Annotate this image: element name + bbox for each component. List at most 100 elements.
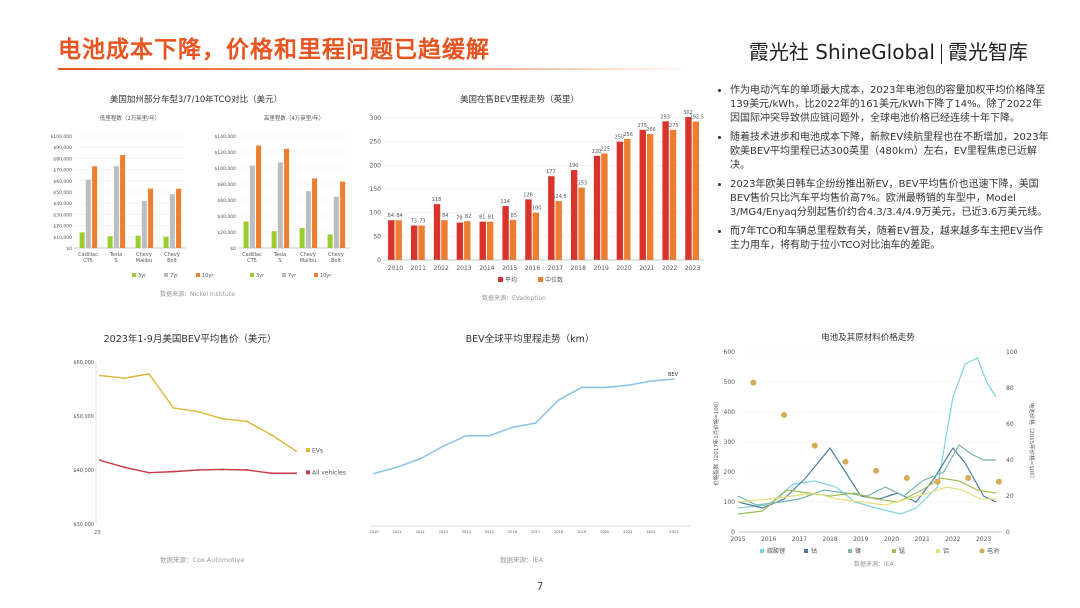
data-point	[221, 468, 224, 471]
data-point	[627, 384, 629, 387]
data-point	[221, 417, 224, 420]
bar-7yr	[277, 162, 283, 248]
y-tick-label: 150	[370, 186, 381, 193]
x-tick-label: 2011	[411, 265, 426, 272]
bar-平均	[593, 155, 601, 260]
data-point	[295, 450, 297, 453]
data-point	[99, 459, 101, 462]
data-label: 81	[488, 215, 494, 221]
bar-平均	[525, 199, 532, 260]
data-label: 124.5	[552, 194, 566, 200]
bar-中位数	[395, 220, 402, 260]
data-label: 85	[511, 213, 517, 219]
y-tick-label: $40,000	[217, 214, 236, 220]
x-tick-label: 2020	[616, 265, 631, 272]
bullet-item: 而7年TCO和车辆总里程数有关，随着EV普及，越来越多车主把EV当作主力用车，将…	[730, 225, 1052, 253]
x-tick-label: 2014	[479, 265, 494, 272]
bar-3yr	[327, 234, 333, 248]
brand-separator	[941, 43, 942, 64]
data-label: 302	[683, 110, 693, 116]
bar-平均	[639, 129, 646, 260]
data-label: 220	[592, 149, 602, 155]
y-tick-label: $80,000	[53, 156, 72, 162]
data-label: 225	[600, 147, 610, 153]
x-tick-label: 2019	[577, 530, 587, 534]
bar-中位数	[555, 201, 562, 260]
data-point	[123, 466, 126, 469]
scatter-point-battery	[903, 475, 910, 481]
x-tick-label: Chevy	[136, 252, 152, 258]
bar-3yr	[79, 232, 85, 248]
series-line	[737, 444, 996, 506]
bar-3yr	[271, 231, 277, 248]
y-tick-label: $100,000	[215, 166, 237, 172]
bar-3yr	[243, 221, 249, 248]
y-tick-label: $20,000	[217, 230, 236, 236]
x-tick-label: 2021	[639, 265, 654, 272]
x-tick-label: Chevy	[328, 252, 344, 258]
left-y-tick-label: 100	[724, 499, 736, 506]
y-tick-label: $70,000	[53, 168, 72, 174]
data-label: 81	[479, 215, 485, 221]
legend-label: 7yr	[288, 273, 297, 279]
x-tick-label: 2020	[600, 530, 610, 534]
x-tick-label: 2017	[531, 530, 540, 534]
chart-source: 数据来源：IEA	[500, 555, 544, 564]
scatter-point-battery	[842, 458, 849, 465]
scatter-point-battery	[965, 475, 972, 481]
page-title: 电池成本下降，价格和里程问题已趋缓解	[58, 37, 490, 63]
y-tick-label: $60,000	[73, 360, 94, 366]
data-label: 82	[465, 214, 471, 220]
x-tick-label: 2016	[761, 536, 776, 543]
bullet-item: 2023年欧美日韩车企纷纷推出新EV，BEV平均售价也迅速下降，美国BEV售价只…	[730, 178, 1052, 220]
legend-swatch	[538, 277, 543, 282]
bar-3yr	[135, 235, 141, 248]
title-underline	[58, 68, 698, 70]
x-tick-label: 2022	[945, 536, 960, 543]
x-tick-label: 2023	[685, 265, 700, 272]
right-y-tick-label: 0	[1006, 529, 1010, 536]
data-point	[373, 472, 375, 475]
bar-平均	[388, 220, 395, 260]
x-tick-label: 2013	[456, 265, 471, 272]
series-end-label: BEV	[668, 372, 679, 378]
brand-logo: 霞光社 ShineGlobal 霞光智库	[749, 36, 1028, 65]
y-tick-label: $50,000	[73, 414, 94, 420]
x-tick-label: 2010	[369, 530, 379, 534]
scatter-point-battery	[873, 467, 880, 474]
x-tick-label: Tesla	[273, 252, 286, 258]
data-point	[197, 410, 199, 413]
bar-7yr	[169, 194, 175, 248]
data-point	[442, 445, 445, 447]
x-tick-label: Tesla	[109, 252, 122, 258]
bar-中位数	[486, 221, 494, 260]
y-tick-label: $20,000	[53, 224, 72, 230]
legend-label: 平均	[505, 276, 517, 284]
bar-中位数	[532, 212, 540, 260]
y-tick-label: $60,000	[53, 179, 72, 185]
y-tick-label: $120,000	[215, 150, 237, 156]
bar-3yr	[107, 236, 113, 248]
data-label: 84	[396, 213, 402, 219]
x-tick-label: 2012	[434, 265, 449, 272]
data-point	[99, 374, 101, 377]
bar-中位数	[669, 129, 677, 260]
legend-label: 钴	[811, 547, 817, 555]
data-label: 177	[546, 169, 556, 175]
x-tick-label: 2015	[485, 530, 494, 534]
bar-中位数	[646, 134, 654, 260]
legend-swatch	[804, 549, 808, 553]
bar-7yr	[333, 196, 339, 248]
y-tick-label: $30,000	[53, 212, 72, 218]
chart-title: 美国加州部分车型3/7/10年TCO对比（美元）	[110, 94, 282, 105]
bar-平均	[685, 117, 692, 260]
bar-平均	[548, 176, 555, 260]
bar-中位数	[441, 220, 448, 260]
x-tick-label: 2011	[392, 530, 401, 534]
legend-label: 镍	[855, 547, 861, 555]
brand-right: 霞光智库	[948, 40, 1028, 64]
data-label: 292.5	[690, 115, 704, 121]
bar-平均	[502, 206, 509, 260]
legend-swatch	[282, 273, 286, 277]
data-label: 79	[456, 216, 462, 222]
